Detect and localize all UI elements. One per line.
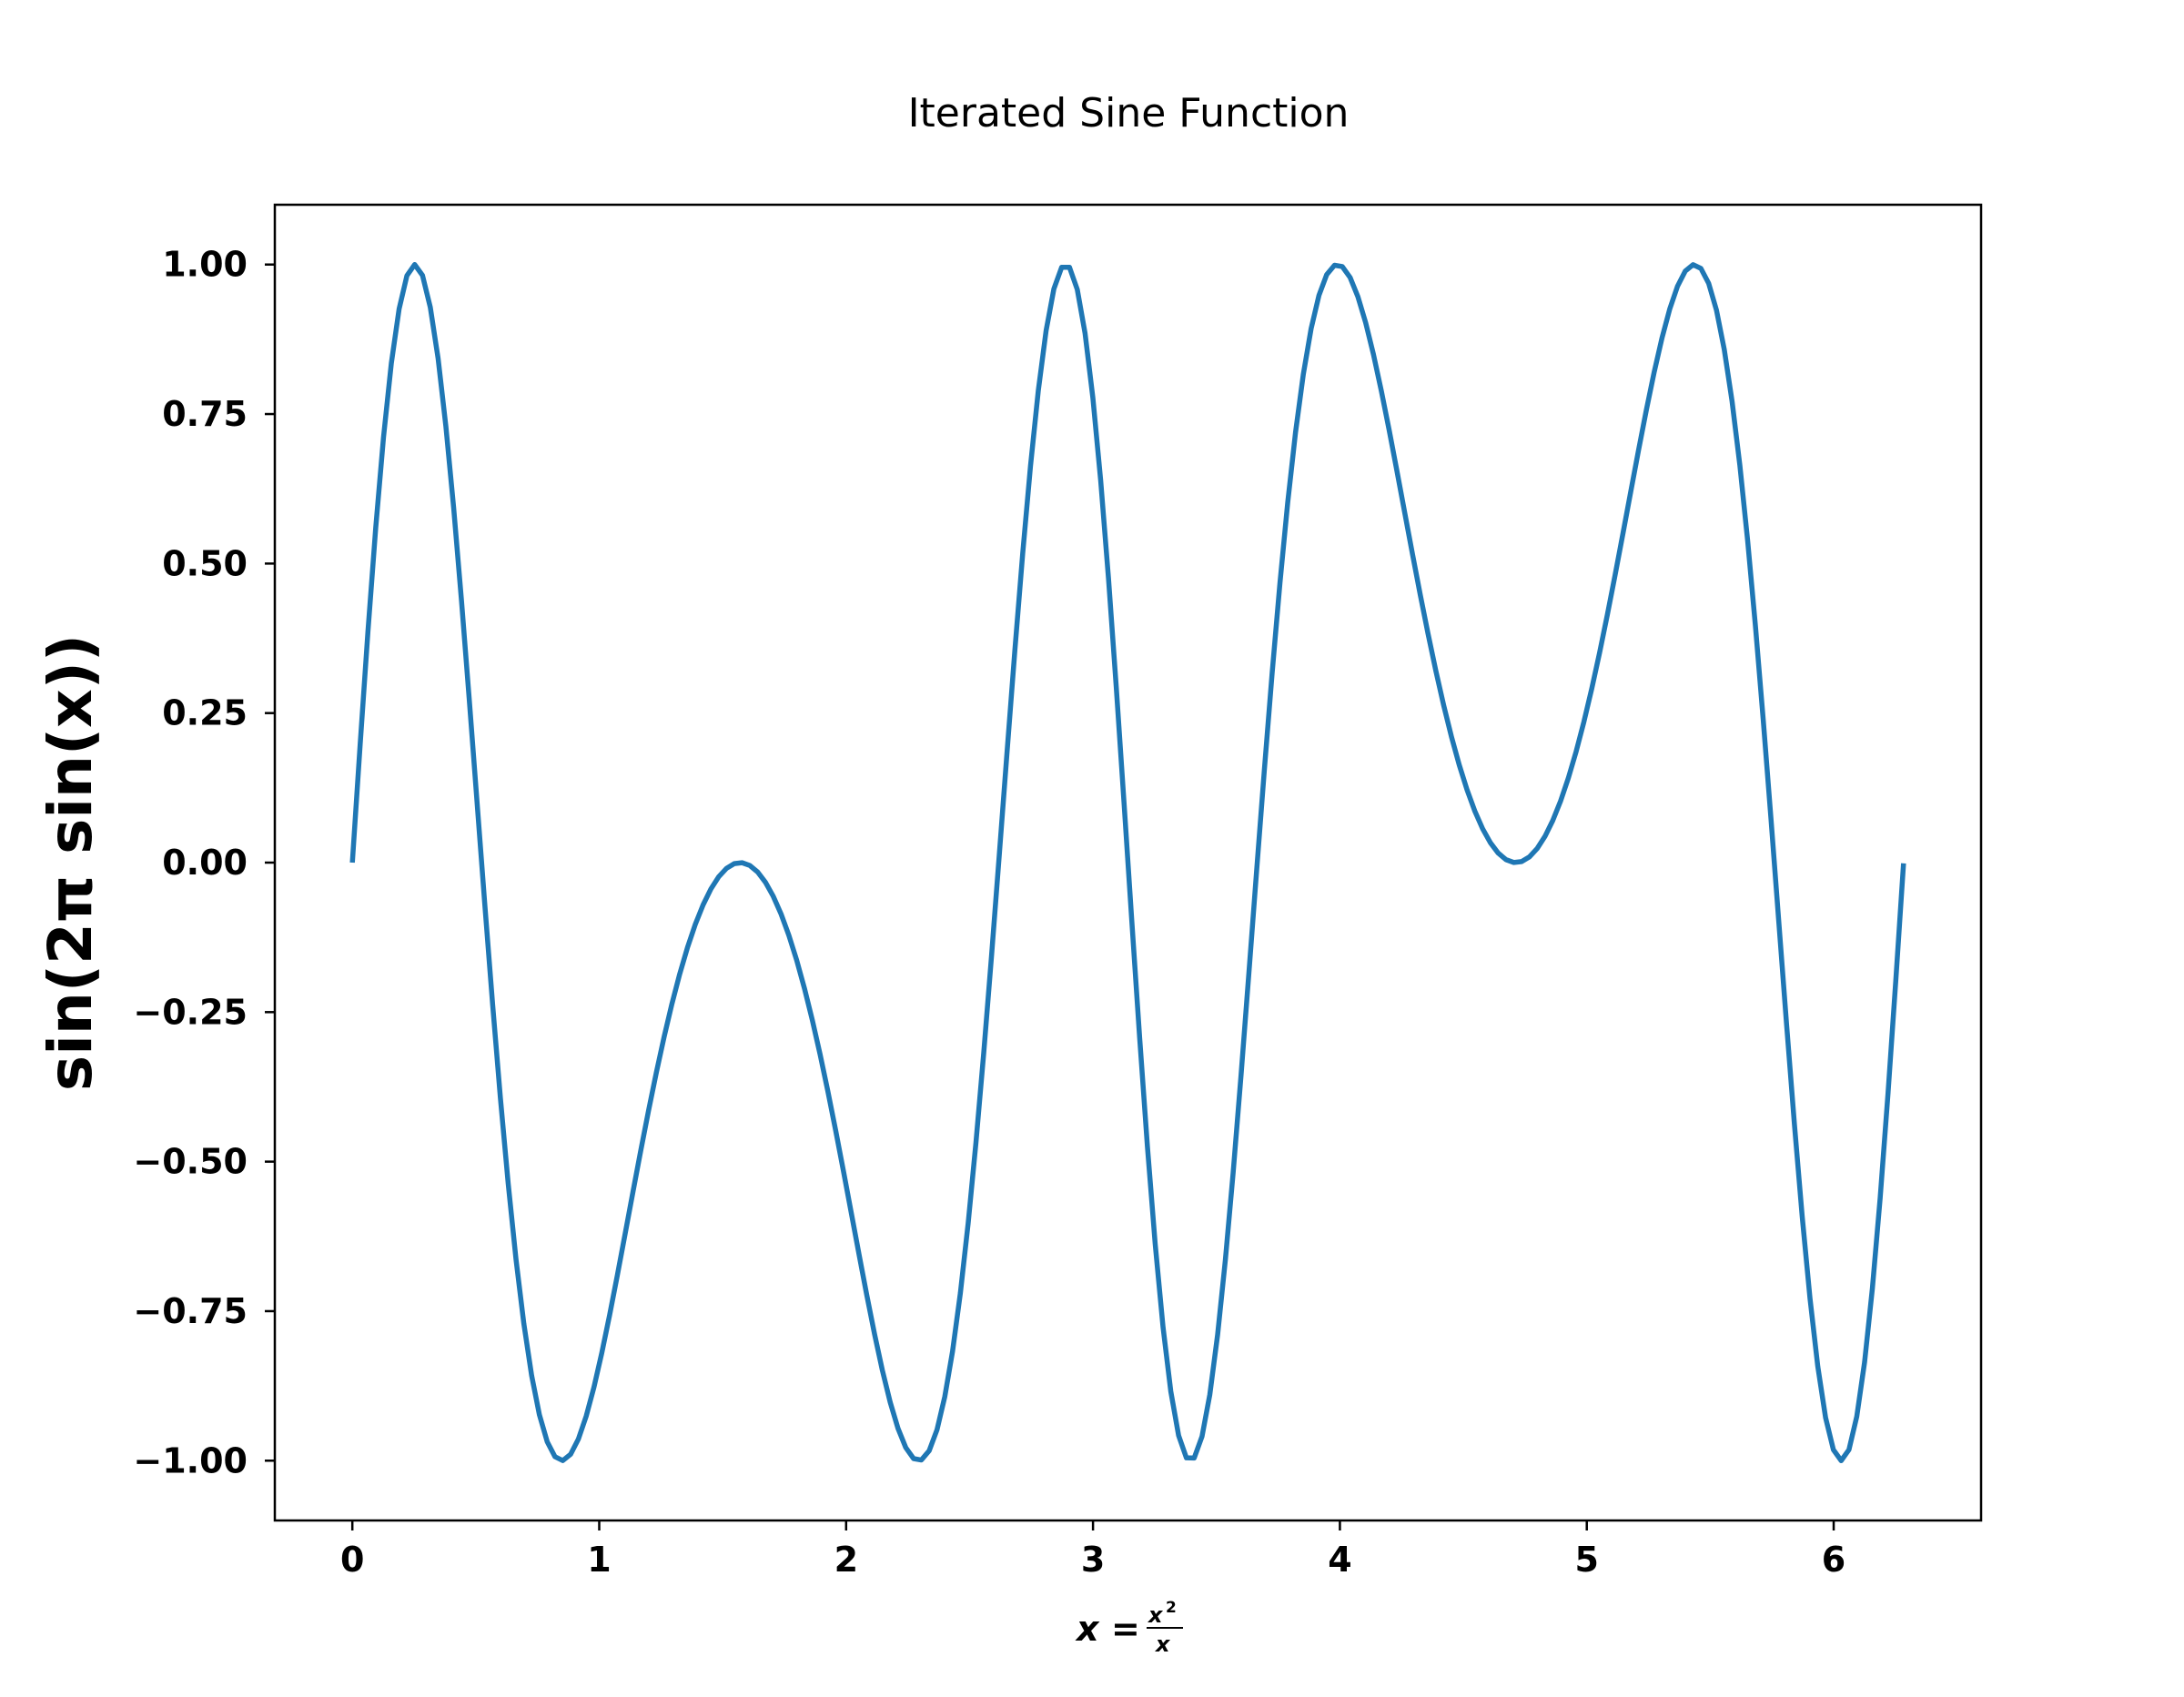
y-tick-label: −0.25 [133, 992, 248, 1032]
x-axis-label: x = x 2 x [1075, 1599, 1183, 1657]
y-tick-label: −0.50 [133, 1142, 248, 1182]
x-tick-label: 0 [340, 1540, 364, 1580]
series-line [349, 261, 1906, 1464]
y-tick-label: −1.00 [133, 1440, 248, 1480]
x-axis-label-numerator-exponent: 2 [1166, 1599, 1177, 1617]
y-tick-label: 0.25 [162, 693, 248, 733]
x-tick-label: 3 [1081, 1540, 1105, 1580]
x-axis-ticks: 0 1 2 3 4 5 6 [340, 1520, 1845, 1580]
x-tick-label: 1 [587, 1540, 611, 1580]
x-tick-label: 6 [1822, 1540, 1845, 1580]
chart-title: Iterated Sine Function [908, 90, 1350, 136]
x-axis-label-denominator: x [1155, 1631, 1171, 1657]
x-axis-label-equals: = [1111, 1609, 1140, 1649]
y-tick-label: 1.00 [162, 245, 248, 285]
x-tick-label: 4 [1328, 1540, 1351, 1580]
y-tick-label: −0.75 [133, 1291, 248, 1331]
x-tick-label: 2 [834, 1540, 858, 1580]
y-tick-label: 0.50 [162, 543, 248, 583]
y-tick-label: 0.00 [162, 843, 248, 883]
y-axis-label: sin(2π sin(x)) [35, 634, 106, 1091]
y-axis-ticks: 1.00 0.75 0.50 0.25 0.00 −0.25 −0.50 −0.75 −1.00 [133, 245, 275, 1480]
plot-area [273, 203, 1983, 1522]
y-tick-label: 0.75 [162, 394, 248, 434]
x-tick-label: 5 [1574, 1540, 1598, 1580]
x-axis-label-numerator: x [1148, 1602, 1164, 1628]
x-axis-label-lhs: x [1075, 1609, 1100, 1649]
